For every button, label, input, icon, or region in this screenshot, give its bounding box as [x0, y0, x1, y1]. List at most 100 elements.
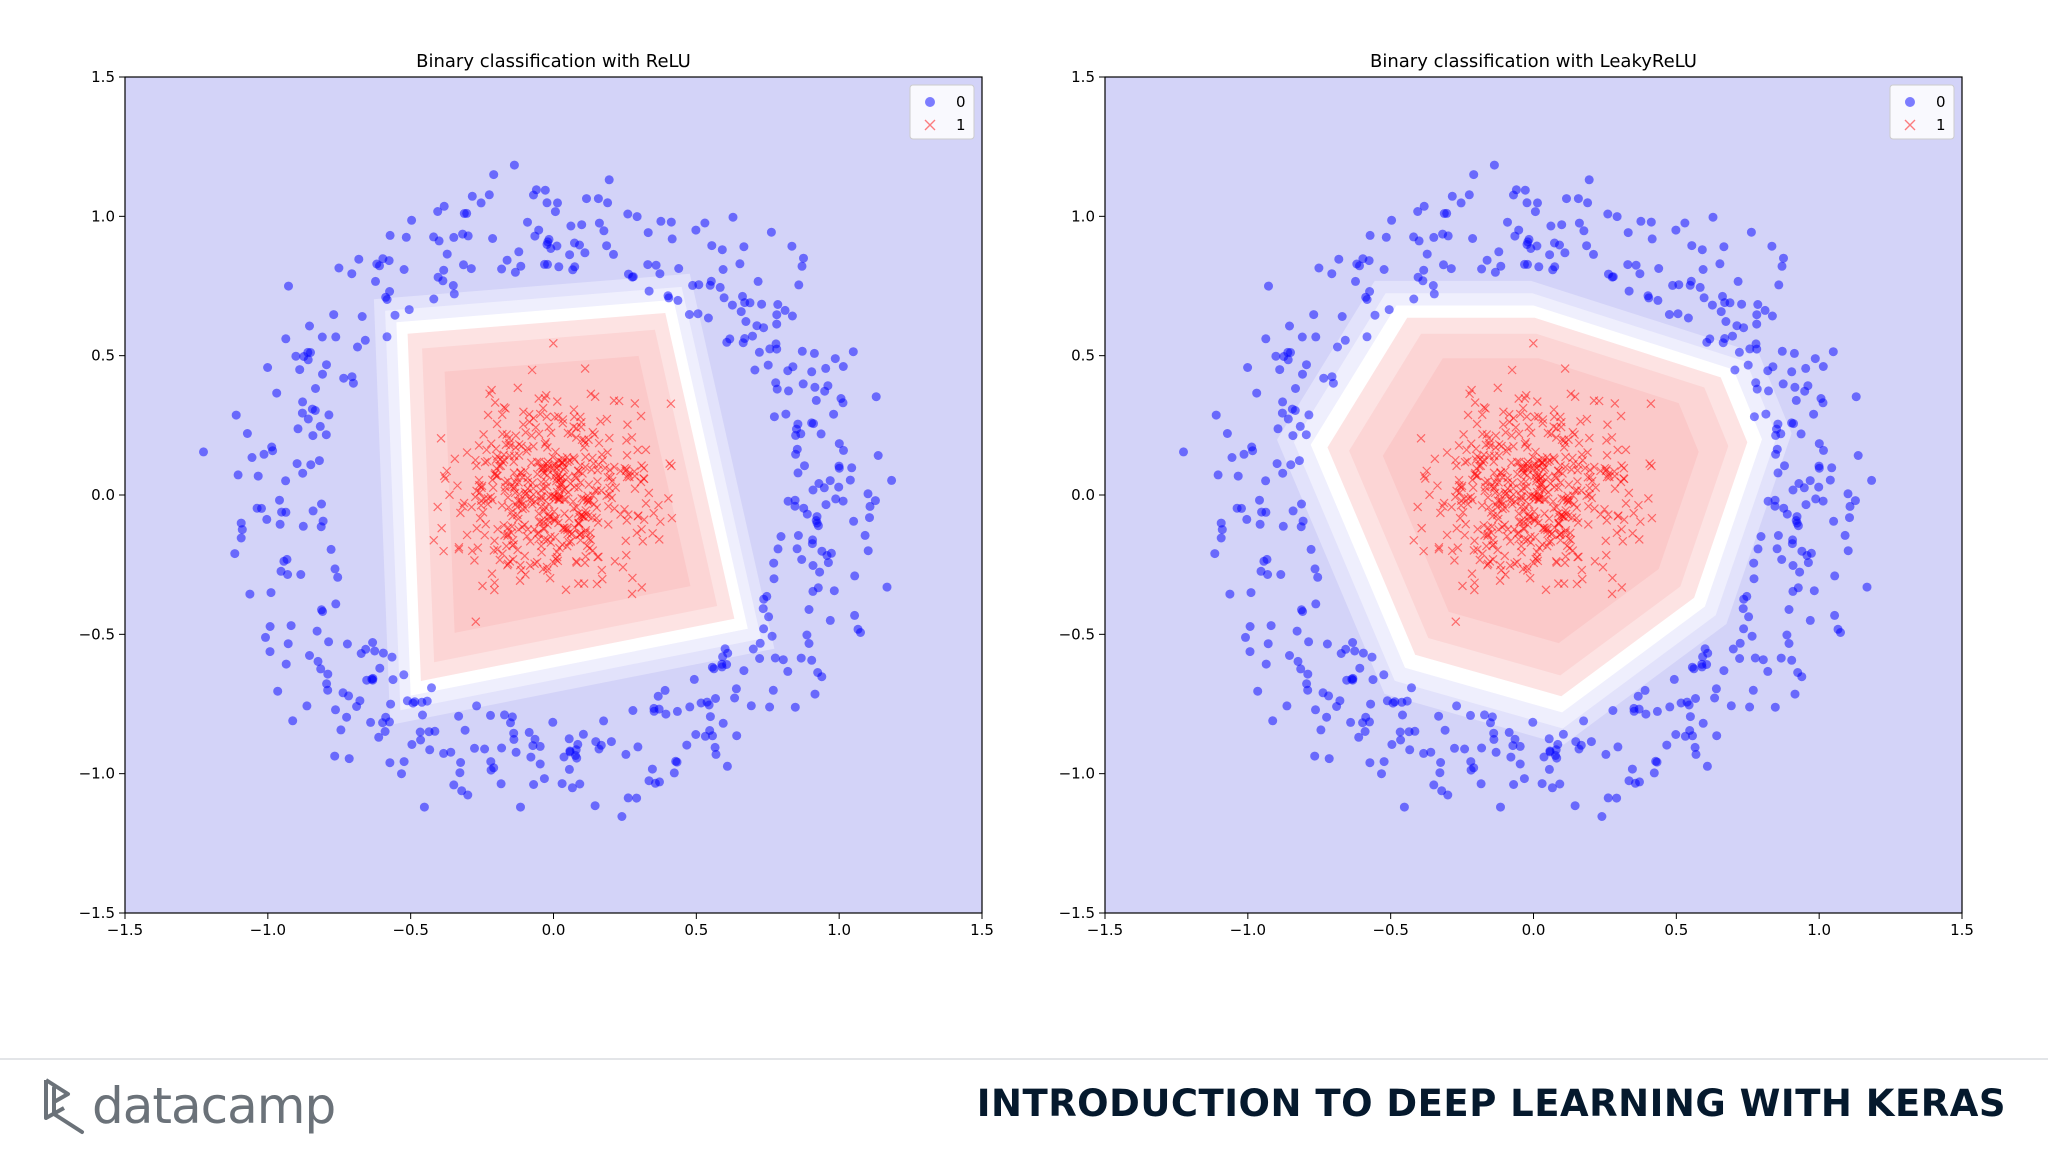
point-class0: [313, 656, 323, 666]
point-class0: [1509, 780, 1519, 789]
point-class1: [1430, 454, 1440, 464]
point-class0: [1266, 621, 1276, 631]
point-class1: [1594, 396, 1604, 406]
point-class1: [1613, 511, 1623, 521]
y-tick-label: −1.5: [79, 904, 115, 922]
point-class1: [1514, 534, 1524, 544]
point-class1: [618, 562, 628, 572]
point-class0: [1302, 679, 1312, 689]
point-class0: [317, 605, 326, 615]
point-class0: [387, 652, 397, 662]
point-class1: [1560, 364, 1570, 373]
point-class0: [735, 259, 745, 269]
chart-2: −1.5−1.5 −1.0 −1.0 −0.5 −0.5 0.0 0.0 0.5 0.5 1.0 1…: [1059, 51, 1974, 939]
point-class1: [1467, 475, 1477, 485]
point-class0: [705, 712, 715, 722]
point-class0: [330, 564, 340, 574]
point-class0: [306, 348, 315, 357]
point-class1: [1470, 470, 1480, 479]
point-class1: [496, 461, 506, 471]
point-class1: [637, 583, 647, 592]
point-class0: [297, 408, 307, 418]
point-class0: [711, 694, 720, 703]
point-class0: [342, 639, 352, 649]
point-class1: [553, 411, 563, 421]
point-class1: [1569, 459, 1579, 469]
point-class1: [497, 501, 507, 510]
point-class1: [1552, 502, 1562, 512]
point-class0: [633, 742, 643, 752]
point-class0: [1288, 506, 1298, 516]
point-class0: [507, 712, 517, 722]
point-class0: [268, 446, 278, 456]
point-class0: [1253, 686, 1263, 696]
point-class1: [1607, 432, 1617, 442]
point-class0: [1851, 392, 1861, 402]
point-class1: [1537, 457, 1547, 467]
point-class0: [336, 725, 346, 735]
point-class0: [540, 259, 549, 269]
point-class0: [564, 734, 574, 744]
point-class1: [1554, 466, 1563, 476]
point-class0: [796, 429, 806, 439]
point-class0: [344, 754, 354, 764]
point-class1: [639, 463, 649, 473]
point-class1: [667, 513, 677, 523]
point-class1: [1532, 473, 1542, 483]
point-class1: [574, 519, 584, 529]
point-class1: [508, 535, 518, 545]
point-class1: [588, 491, 598, 501]
point-class1: [476, 500, 486, 510]
point-class0: [1811, 494, 1821, 504]
point-class1: [1511, 423, 1521, 432]
legend-marker-circle: [925, 97, 935, 107]
point-class1: [623, 420, 632, 430]
point-class0: [439, 748, 449, 758]
point-class0: [324, 410, 334, 420]
point-class1: [543, 516, 553, 526]
point-class1: [490, 578, 499, 588]
point-class0: [1631, 260, 1641, 270]
point-class0: [815, 567, 825, 577]
point-class1: [604, 433, 614, 443]
point-class0: [643, 260, 653, 270]
point-class1: [501, 482, 510, 492]
point-class0: [798, 379, 808, 389]
point-class0: [1248, 446, 1258, 456]
point-class0: [399, 670, 409, 680]
point-class1: [490, 536, 499, 546]
point-class1: [1545, 456, 1555, 466]
point-class1: [1589, 462, 1599, 472]
point-class0: [1603, 793, 1613, 803]
point-class0: [550, 207, 560, 217]
point-class0: [230, 549, 240, 559]
point-class0: [360, 335, 370, 345]
point-class0: [415, 727, 425, 737]
point-class1: [1561, 525, 1571, 535]
point-class1: [1409, 535, 1419, 545]
point-class0: [1477, 264, 1487, 274]
point-class0: [865, 501, 875, 511]
point-class0: [535, 741, 545, 751]
point-class0: [717, 659, 727, 669]
y-tick-label: −1.0: [79, 765, 115, 783]
point-class1: [544, 492, 554, 502]
point-class1: [537, 493, 546, 503]
point-class1: [1601, 536, 1611, 546]
point-class0: [1640, 685, 1650, 695]
point-class0: [753, 276, 763, 286]
point-class1: [637, 524, 646, 534]
point-class0: [1747, 631, 1757, 641]
datacamp-logo[interactable]: datacamp: [42, 1074, 336, 1138]
point-class1: [467, 502, 477, 512]
point-class1: [1518, 524, 1528, 534]
point-class0: [1686, 276, 1696, 286]
point-class1: [478, 581, 487, 591]
point-class1: [1482, 560, 1492, 570]
point-class0: [578, 729, 588, 739]
point-class0: [1697, 659, 1707, 669]
point-class0: [755, 654, 765, 663]
point-class0: [511, 747, 521, 757]
point-class0: [797, 555, 807, 564]
point-class0: [1491, 747, 1501, 757]
